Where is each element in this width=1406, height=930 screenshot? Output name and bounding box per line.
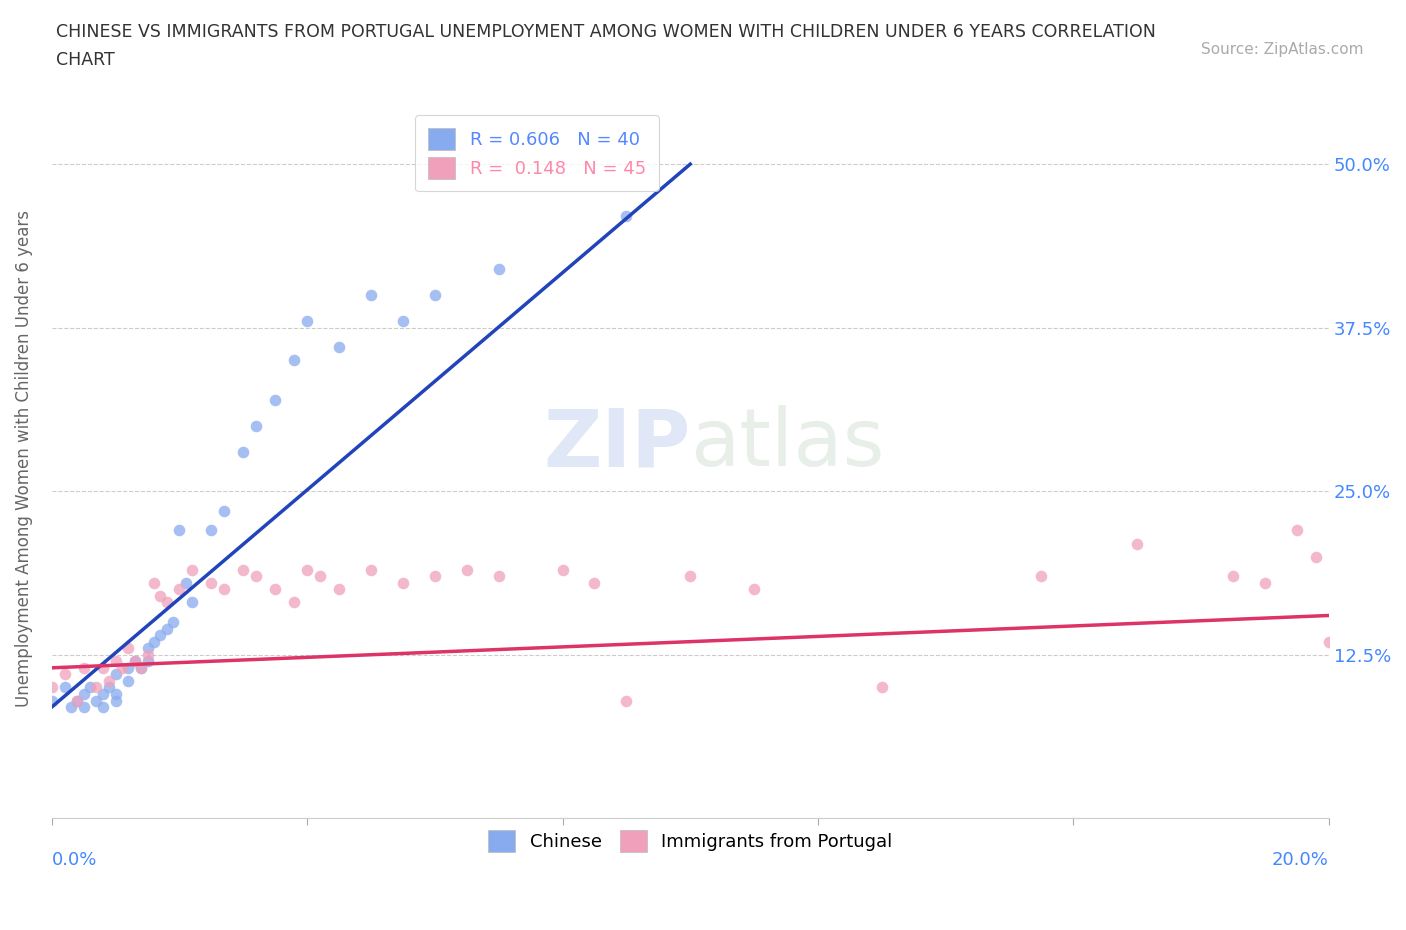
Point (98, 680, 121, 695)
Text: ZIP: ZIP (543, 405, 690, 483)
Point (117, 673, 139, 688)
Point (328, 582, 350, 597)
Point (328, 339, 350, 354)
Point (1126, 536, 1149, 551)
Point (212, 503, 235, 518)
Point (104, 667, 127, 682)
Point (136, 654, 159, 669)
Point (264, 392, 287, 407)
Point (129, 660, 152, 675)
Point (488, 261, 510, 276)
Point (181, 563, 204, 578)
Point (245, 418, 267, 433)
Point (162, 615, 184, 630)
Point (169, 582, 191, 597)
Point (91, 660, 114, 675)
Point (73, 699, 96, 714)
Point (232, 445, 254, 459)
Point (124, 654, 146, 669)
Text: Source: ZipAtlas.com: Source: ZipAtlas.com (1201, 42, 1364, 57)
Point (360, 563, 382, 578)
Point (86, 693, 108, 708)
Point (232, 563, 254, 578)
Point (870, 680, 893, 695)
Point (616, 693, 638, 708)
Point (1317, 634, 1340, 649)
Point (423, 569, 446, 584)
Point (1285, 523, 1308, 538)
Text: 20.0%: 20.0% (1272, 851, 1329, 869)
Point (360, 287, 382, 302)
Text: atlas: atlas (690, 405, 884, 483)
Point (136, 647, 159, 662)
Point (136, 641, 159, 656)
Point (117, 660, 139, 675)
Point (142, 576, 165, 591)
Point (73, 660, 96, 675)
Point (245, 569, 267, 584)
Point (583, 576, 606, 591)
Point (59, 699, 82, 714)
Point (149, 628, 172, 643)
Point (156, 595, 179, 610)
Point (111, 660, 134, 675)
Point (104, 686, 127, 701)
Point (129, 660, 152, 675)
Point (1222, 569, 1244, 584)
Point (1254, 576, 1277, 591)
Point (91, 686, 114, 701)
Point (73, 686, 96, 701)
Point (124, 654, 146, 669)
Y-axis label: Unemployment Among Women with Children Under 6 years: Unemployment Among Women with Children U… (15, 210, 32, 707)
Point (423, 287, 446, 302)
Point (53, 680, 76, 695)
Point (616, 209, 638, 224)
Point (456, 563, 478, 578)
Point (91, 699, 114, 714)
Point (264, 582, 287, 597)
Point (1305, 550, 1327, 565)
Point (117, 641, 139, 656)
Point (295, 313, 318, 328)
Point (98, 673, 121, 688)
Point (181, 595, 204, 610)
Point (156, 621, 179, 636)
Text: 0.0%: 0.0% (52, 851, 97, 869)
Point (169, 523, 191, 538)
Point (392, 313, 415, 328)
Point (174, 576, 197, 591)
Point (551, 563, 574, 578)
Point (41, 680, 63, 695)
Point (200, 576, 222, 591)
Point (679, 569, 702, 584)
Point (104, 693, 127, 708)
Point (149, 589, 172, 604)
Point (742, 582, 765, 597)
Point (392, 576, 415, 591)
Point (104, 654, 127, 669)
Point (66, 693, 89, 708)
Point (66, 693, 89, 708)
Legend: Chinese, Immigrants from Portugal: Chinese, Immigrants from Portugal (481, 823, 900, 859)
Point (295, 563, 318, 578)
Point (309, 569, 332, 584)
Text: CHART: CHART (56, 51, 115, 69)
Point (1031, 569, 1053, 584)
Point (86, 680, 108, 695)
Point (212, 582, 235, 597)
Point (200, 523, 222, 538)
Point (41, 693, 63, 708)
Point (53, 667, 76, 682)
Point (283, 595, 305, 610)
Point (79, 680, 101, 695)
Point (142, 634, 165, 649)
Point (488, 569, 510, 584)
Text: CHINESE VS IMMIGRANTS FROM PORTUGAL UNEMPLOYMENT AMONG WOMEN WITH CHILDREN UNDER: CHINESE VS IMMIGRANTS FROM PORTUGAL UNEM… (56, 23, 1156, 41)
Point (283, 352, 305, 367)
